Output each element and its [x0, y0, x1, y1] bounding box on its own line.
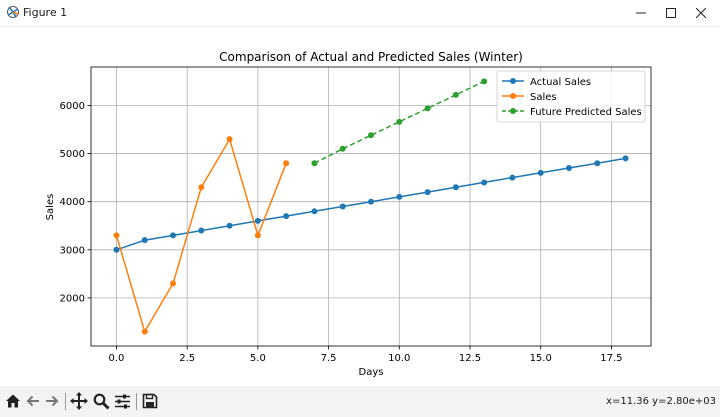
- configure-subplots-button[interactable]: [113, 392, 131, 410]
- toolbar-separator: [136, 393, 137, 410]
- legend-label-sales: Sales: [530, 92, 557, 103]
- data-point-future-predicted-sales: [424, 105, 431, 112]
- data-point-actual-sales: [622, 155, 629, 162]
- navigation-toolbar: x=11.36 y=2.80e+03: [0, 386, 720, 417]
- chart-title: Comparison of Actual and Predicted Sales…: [219, 50, 523, 64]
- pan-icon: [70, 392, 88, 410]
- pan-button[interactable]: [70, 392, 88, 410]
- window-titlebar: Figure 1: [0, 0, 720, 27]
- legend-marker-actual-sales: [510, 78, 516, 84]
- legend: Actual Sales Sales Future Predicted Sale…: [496, 70, 646, 123]
- data-point-actual-sales: [339, 203, 346, 210]
- data-point-actual-sales: [594, 160, 601, 167]
- data-point-actual-sales: [198, 227, 205, 234]
- y-tick-label: 6000: [60, 101, 85, 112]
- data-point-actual-sales: [396, 193, 403, 200]
- data-point-actual-sales: [509, 174, 516, 181]
- data-point-actual-sales: [368, 198, 374, 205]
- back-arrow-icon: [26, 395, 39, 407]
- x-tick-label: 15.0: [530, 353, 552, 364]
- data-point-sales: [113, 232, 120, 239]
- data-point-future-predicted-sales: [396, 118, 403, 125]
- x-tick-label: 0.0: [109, 353, 125, 364]
- data-point-future-predicted-sales: [311, 160, 318, 167]
- chart[interactable]: 0.0 2.5 5.0 7.5 10.0 12.5 15.0 17.5 2000 3000 4000…: [0, 27, 720, 384]
- cursor-coordinates: x=11.36 y=2.80e+03: [606, 396, 716, 407]
- zoom-icon: [93, 393, 110, 410]
- data-point-actual-sales: [565, 165, 572, 172]
- data-point-actual-sales: [283, 213, 290, 220]
- y-tick-label: 2000: [60, 293, 85, 304]
- legend-box: [496, 70, 646, 123]
- close-icon: [696, 8, 706, 18]
- x-tick-label: 7.5: [321, 353, 337, 364]
- x-tick-label: 10.0: [388, 353, 410, 364]
- y-tick-label: 4000: [60, 197, 85, 208]
- configure-subplots-icon: [114, 394, 130, 408]
- matplotlib-icon: [7, 6, 19, 18]
- forward-arrow-icon: [46, 395, 59, 407]
- maximize-button[interactable]: [656, 2, 686, 24]
- x-tick-label: 17.5: [600, 353, 622, 364]
- data-point-future-predicted-sales: [481, 78, 488, 85]
- data-point-sales: [141, 328, 148, 335]
- ticks: 0.0 2.5 5.0 7.5 10.0 12.5 15.0 17.5 2000 3000 4000…: [60, 101, 623, 364]
- home-button[interactable]: [4, 392, 22, 410]
- legend-marker-future-predicted-sales: [510, 108, 516, 114]
- y-axis-label: Sales: [45, 194, 56, 221]
- data-point-actual-sales: [311, 208, 318, 215]
- toolbar-separator: [65, 393, 66, 410]
- save-button[interactable]: [141, 392, 159, 410]
- data-point-sales: [226, 136, 233, 143]
- series-layer: [113, 78, 629, 335]
- data-point-actual-sales: [452, 184, 459, 191]
- minimize-button[interactable]: [626, 2, 656, 24]
- home-icon: [6, 394, 20, 408]
- data-point-actual-sales: [170, 232, 177, 239]
- axes-frame: [90, 66, 652, 347]
- x-axis-label: Days: [359, 367, 384, 378]
- back-button[interactable]: [24, 392, 42, 410]
- data-point-actual-sales: [481, 179, 488, 186]
- figure-canvas[interactable]: 0.0 2.5 5.0 7.5 10.0 12.5 15.0 17.5 2000 3000 4000…: [0, 27, 720, 384]
- x-tick-label: 5.0: [250, 353, 266, 364]
- data-point-future-predicted-sales: [339, 145, 346, 152]
- data-point-sales: [170, 280, 177, 287]
- close-button[interactable]: [686, 2, 716, 24]
- forward-button[interactable]: [43, 392, 61, 410]
- legend-label-future-predicted-sales: Future Predicted Sales: [530, 107, 642, 118]
- zoom-button[interactable]: [92, 392, 110, 410]
- data-point-actual-sales: [226, 222, 233, 229]
- window-title: Figure 1: [23, 6, 68, 19]
- save-icon: [142, 393, 158, 409]
- data-point-actual-sales: [254, 217, 261, 224]
- data-point-future-predicted-sales: [368, 132, 374, 139]
- data-point-sales: [283, 160, 290, 167]
- data-point-sales: [254, 232, 261, 239]
- legend-label-actual-sales: Actual Sales: [530, 77, 591, 88]
- data-point-future-predicted-sales: [452, 91, 459, 98]
- y-tick-label: 3000: [60, 245, 85, 256]
- data-point-actual-sales: [141, 237, 148, 244]
- minimize-icon: [636, 12, 646, 14]
- x-tick-label: 12.5: [459, 353, 481, 364]
- maximize-icon: [666, 8, 676, 18]
- data-point-actual-sales: [113, 246, 120, 253]
- data-point-actual-sales: [537, 169, 544, 176]
- y-tick-label: 5000: [60, 149, 85, 160]
- data-point-sales: [198, 184, 205, 191]
- legend-marker-sales: [510, 93, 516, 99]
- x-tick-label: 2.5: [179, 353, 195, 364]
- data-point-actual-sales: [424, 189, 431, 196]
